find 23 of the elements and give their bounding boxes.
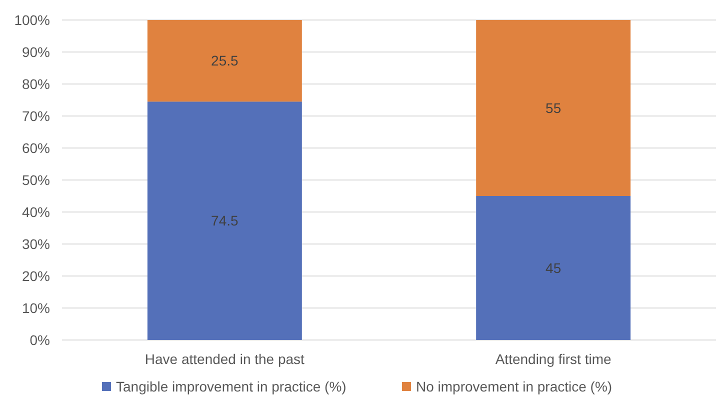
y-tick-label: 10% bbox=[22, 300, 50, 316]
x-tick-label: Attending first time bbox=[495, 351, 612, 367]
bar bbox=[147, 20, 302, 102]
y-tick-label: 100% bbox=[14, 12, 50, 28]
x-tick-label: Have attended in the past bbox=[144, 351, 305, 367]
bar bbox=[476, 20, 631, 196]
bar bbox=[476, 196, 631, 340]
y-tick-label: 90% bbox=[22, 44, 50, 60]
legend-label: Tangible improvement in practice (%) bbox=[116, 378, 346, 394]
y-tick-label: 20% bbox=[22, 268, 50, 284]
y-tick-label: 80% bbox=[22, 76, 50, 92]
y-tick-label: 60% bbox=[22, 140, 50, 156]
data-label: 45 bbox=[546, 260, 562, 276]
y-tick-label: 40% bbox=[22, 204, 50, 220]
y-tick-label: 70% bbox=[22, 108, 50, 124]
y-tick-label: 30% bbox=[22, 236, 50, 252]
data-label: 74.5 bbox=[211, 212, 239, 229]
y-tick-label: 50% bbox=[22, 172, 50, 188]
y-tick-label: 0% bbox=[30, 332, 50, 348]
bar bbox=[147, 102, 302, 340]
legend-label: No improvement in practice (%) bbox=[416, 378, 612, 394]
data-label: 25.5 bbox=[211, 52, 239, 69]
data-label: 55 bbox=[546, 100, 562, 116]
